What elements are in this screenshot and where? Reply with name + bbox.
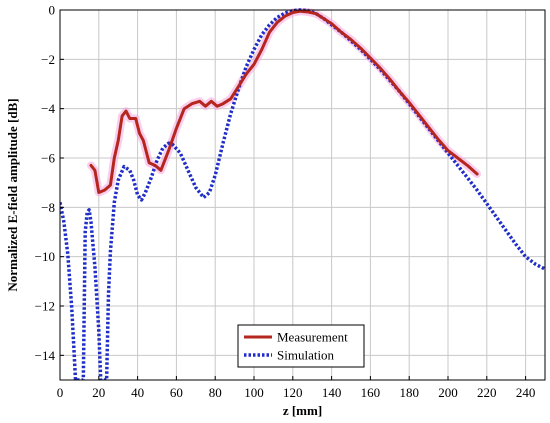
y-axis-label: Normalized E-field amplitude [dB] <box>5 98 20 291</box>
y-tick-label: −2 <box>41 52 55 67</box>
x-tick-label: 220 <box>477 385 497 400</box>
y-tick-label: −14 <box>35 348 56 363</box>
x-tick-label: 240 <box>516 385 536 400</box>
measurement-line <box>89 9 479 194</box>
x-tick-label: 180 <box>399 385 419 400</box>
x-tick-label: 120 <box>283 385 303 400</box>
x-tick-label: 140 <box>322 385 342 400</box>
y-tick-label: −4 <box>41 101 55 116</box>
legend-label-simulation: Simulation <box>277 348 335 363</box>
y-tick-label: 0 <box>49 3 56 18</box>
x-axis-label: z [mm] <box>283 403 322 418</box>
x-tick-label: 160 <box>361 385 381 400</box>
legend-label-measurement: Measurement <box>277 330 348 345</box>
y-tick-label: −10 <box>35 249 55 264</box>
x-tick-label: 80 <box>209 385 222 400</box>
plot-frame <box>59 9 546 381</box>
legend-box <box>237 324 365 368</box>
x-tick-label: 100 <box>244 385 264 400</box>
y-tick-label: −6 <box>41 151 55 166</box>
y-tick-label: −12 <box>35 299 55 314</box>
x-tick-label: 200 <box>438 385 458 400</box>
tick-labels: 0 20 40 60 80 100 120 140 160 180 200 220 240 0 −2 −4 −6… <box>35 3 536 401</box>
x-tick-label: 0 <box>57 385 64 400</box>
x-tick-label: 20 <box>92 385 105 400</box>
y-tick-label: −8 <box>41 200 55 215</box>
simulation-line <box>60 8 545 380</box>
x-tick-label: 60 <box>170 385 183 400</box>
series-layer <box>60 8 545 380</box>
legend: Measurement Simulation <box>237 324 365 368</box>
x-tick-label: 40 <box>131 385 144 400</box>
series-group <box>60 8 545 380</box>
measurement-glow <box>87 8 482 197</box>
